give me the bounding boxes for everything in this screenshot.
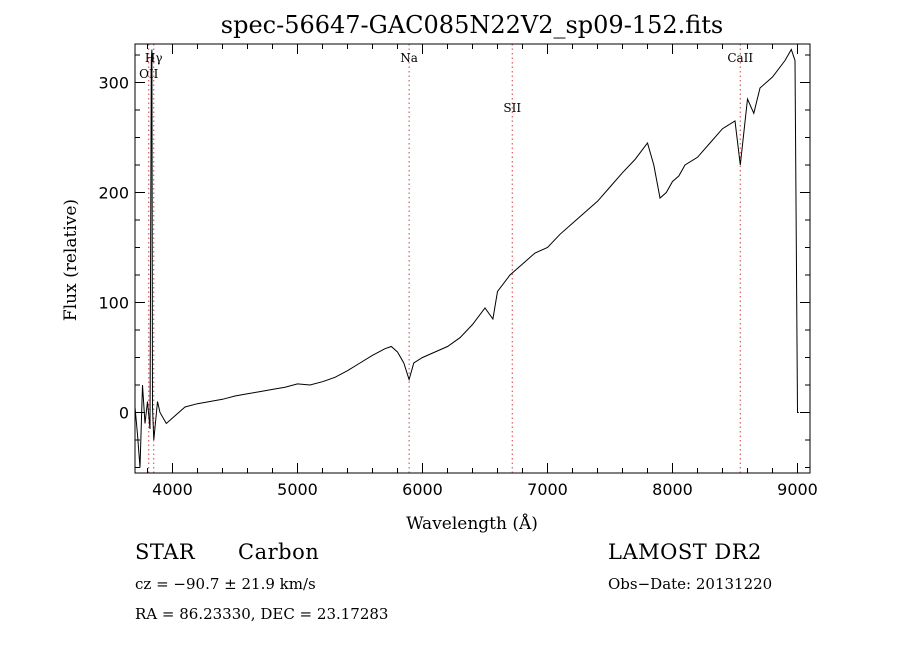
x-axis-label: Wavelength (Å) [406,513,538,534]
x-tick-label-0: 4000 [152,480,193,499]
spectrum-line [134,48,799,468]
radec-text: RA = 86.23330, DEC = 23.17283 [135,605,389,623]
y-tick-label-2: 200 [98,184,129,203]
obs-date-text: Obs−Date: 20131220 [608,575,773,593]
subclass-label: Carbon [238,540,320,564]
x-tick-label-4: 8000 [652,480,693,499]
x-tick-label-5: 9000 [777,480,818,499]
survey-label: LAMOST DR2 [608,540,762,564]
y-tick-label-0: 0 [119,404,129,423]
line-marker-label-3: SII [503,101,521,115]
line-marker-label-4: CaII [727,51,753,65]
x-tick-label-3: 7000 [527,480,568,499]
plot-frame [134,43,811,474]
chart-title: spec-56647-GAC085N22V2_sp09-152.fits [221,11,723,39]
x-tick-label-1: 5000 [277,480,318,499]
line-marker-label-1: OII [139,67,159,81]
y-axis-label: Flux (relative) [61,199,81,321]
x-tick-label-2: 6000 [402,480,443,499]
plot-area: Hγ OII Na SII CaII 4000 5000 6000 7000 8000 9000 0 1… [98,43,818,499]
y-tick-label-1: 100 [98,294,129,313]
redshift-text: cz = −90.7 ± 21.9 km/s [135,575,316,593]
class-label: STAR [135,540,196,564]
line-marker-label-0: Hγ [145,51,163,65]
y-tick-label-3: 300 [98,74,129,93]
line-marker-label-2: Na [400,51,418,65]
